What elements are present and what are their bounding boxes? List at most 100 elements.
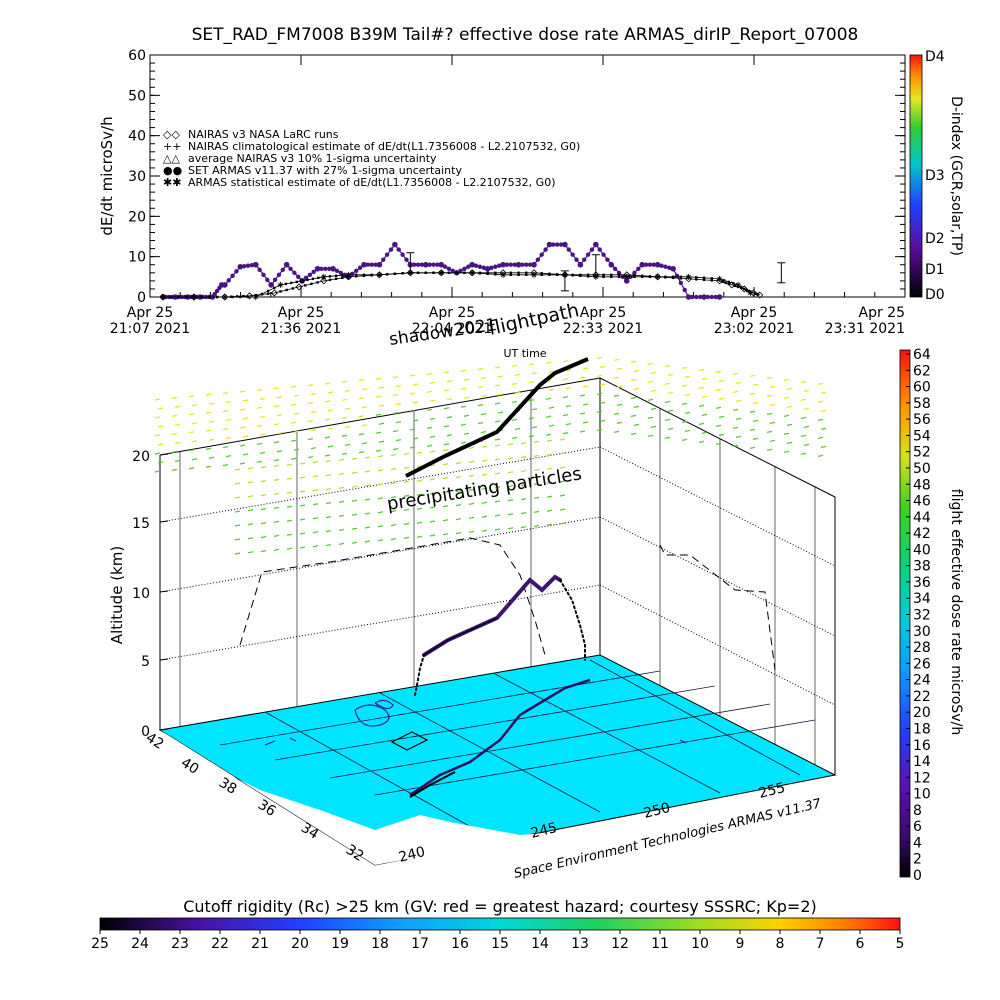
particle-dash: [533, 496, 540, 500]
particle-dash: [481, 529, 488, 532]
particle-dash: [273, 423, 280, 426]
particle-dash: [154, 452, 161, 455]
data-point: [702, 278, 706, 282]
particle-dash: [338, 486, 345, 490]
particle-dash: [310, 410, 317, 414]
particle-dash: [403, 522, 410, 526]
data-point: [177, 295, 180, 299]
particle-dash: [377, 525, 384, 528]
data-point: [190, 294, 197, 300]
dose-rate-tick-label: 36: [913, 575, 931, 591]
particle-dash: [361, 388, 368, 391]
particle-dash: [290, 421, 297, 424]
particle-dash: [375, 449, 382, 452]
data-point: [605, 257, 610, 262]
particle-dash: [647, 362, 654, 366]
data-point: [579, 274, 582, 278]
data-point: [362, 273, 366, 277]
particle-dash: [766, 376, 773, 380]
particle-dash: [579, 376, 586, 379]
data-point: [373, 262, 378, 267]
data-point: [266, 292, 270, 295]
dose-rate-tick-label: 48: [913, 477, 931, 493]
data-point: [214, 288, 220, 294]
data-point: [212, 291, 217, 297]
particle-dash: [416, 451, 423, 454]
particle-dash: [749, 392, 756, 396]
x-tick-label-time: 21:07 2021: [110, 321, 190, 337]
particle-dash: [290, 457, 297, 460]
particle-dash: [324, 400, 331, 403]
particle-dash: [455, 503, 462, 507]
particle-dash: [442, 477, 449, 480]
particle-dash: [633, 423, 640, 427]
particle-dash: [154, 434, 161, 437]
particle-dash: [650, 425, 657, 429]
data-point: [520, 262, 525, 267]
altitude-ticks: 0 5 10 15 20: [132, 449, 169, 740]
particle-dash: [681, 420, 688, 424]
data-point: [617, 275, 621, 279]
data-point: [290, 281, 293, 285]
particle-dash: [630, 378, 637, 382]
cutoff-tick-label: 17: [411, 936, 429, 952]
particle-dash: [630, 414, 637, 418]
x-axis-label: UT time: [503, 347, 546, 360]
particle-dash: [188, 431, 195, 434]
particle-dash: [247, 537, 254, 540]
dose-rate-tick-label: 60: [913, 380, 931, 396]
particle-dash: [259, 433, 266, 437]
particle-dash: [378, 422, 385, 425]
particle-dash: [599, 383, 606, 387]
data-point: [355, 275, 358, 278]
particle-dash: [528, 435, 535, 438]
data-point: [636, 266, 641, 271]
particle-dash: [276, 414, 283, 417]
ground-grid: [219, 659, 816, 833]
particle-dash: [273, 387, 280, 390]
particle-dash: [477, 421, 484, 425]
particle-dash: [800, 380, 807, 384]
particle-dash: [364, 498, 371, 501]
particle-dash: [351, 471, 358, 474]
particle-dash: [242, 453, 249, 456]
particle-dash: [403, 508, 410, 512]
particle-dash: [481, 501, 488, 504]
particle-dash: [468, 474, 475, 478]
particle-dash: [299, 546, 306, 549]
particle-dash: [341, 452, 348, 456]
data-point: [577, 261, 584, 268]
particle-dash: [312, 503, 319, 506]
particle-dash: [446, 380, 453, 383]
legend-marker: △△: [163, 152, 180, 165]
data-point: [292, 270, 297, 275]
data-point: [678, 280, 684, 286]
particle-dash: [157, 425, 164, 428]
particle-dash: [409, 374, 416, 377]
dose-rate-tick-label: 50: [913, 461, 931, 477]
data-point: [338, 270, 343, 275]
particle-dash: [630, 396, 637, 400]
particle-dash: [442, 505, 449, 508]
particle-dash: [171, 450, 178, 454]
particle-dash: [361, 406, 368, 409]
particle-dash: [477, 403, 484, 407]
data-point: [727, 282, 730, 286]
data-point: [592, 273, 599, 280]
data-point: [602, 275, 605, 279]
particle-dash: [325, 473, 332, 477]
particle-dash: [358, 397, 365, 400]
particle-dash: [225, 400, 232, 404]
particle-dash: [752, 419, 759, 423]
particle-dash: [494, 444, 501, 447]
x-tick-label-date: Apr 25: [580, 305, 626, 321]
particle-dash: [429, 464, 436, 467]
particle-dash: [429, 478, 436, 481]
particle-dash: [460, 405, 467, 408]
particle-dash: [701, 377, 708, 381]
particle-dash: [375, 377, 382, 380]
particle-dash: [325, 501, 332, 505]
data-point: [548, 273, 551, 277]
particle-dash: [511, 400, 518, 404]
data-point: [551, 242, 556, 247]
